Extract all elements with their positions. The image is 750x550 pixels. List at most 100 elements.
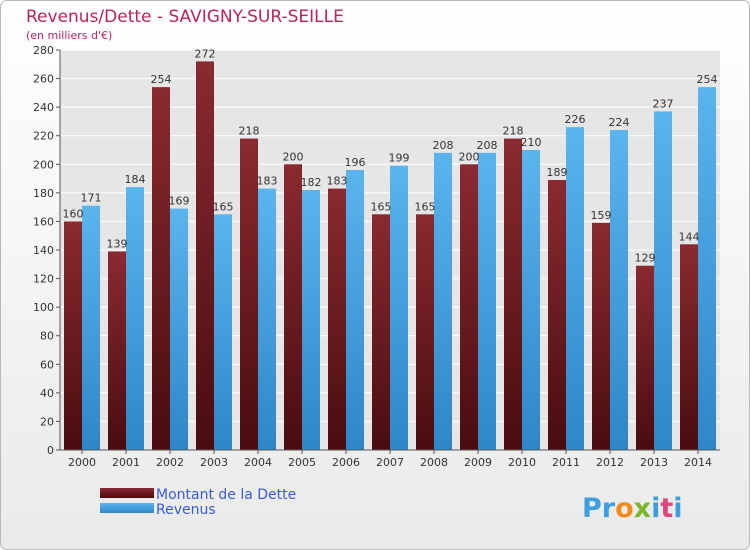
y-tick-label: 160 [33, 215, 54, 228]
x-tick-label: 2007 [376, 456, 404, 469]
proxiti-wordmark: Proxiti [582, 493, 683, 524]
data-label-dette: 165 [415, 200, 436, 213]
y-tick-label: 220 [33, 130, 54, 143]
bar-revenus [302, 190, 320, 450]
legend-swatch-revenus [100, 503, 154, 513]
bar-dette [592, 222, 610, 450]
bar-dette [460, 164, 478, 451]
x-tick-label: 2006 [332, 456, 360, 469]
y-tick-label: 60 [40, 358, 54, 371]
x-tick-label: 2009 [464, 456, 492, 469]
bar-revenus [346, 170, 364, 450]
bar-revenus [522, 150, 540, 450]
data-label-revenus: 199 [389, 152, 410, 165]
data-label-dette: 129 [635, 252, 656, 265]
bar-dette [416, 214, 434, 450]
data-label-dette: 144 [679, 230, 700, 243]
y-tick-label: 80 [40, 330, 54, 343]
bar-revenus [82, 205, 100, 450]
x-axis-ticks: 2000 2001 2002 2003 2004 2005 2006 2007 2008 2009… [68, 450, 712, 469]
data-label-revenus: 224 [609, 116, 630, 129]
legend-swatch-dette [100, 488, 154, 498]
data-label-revenus: 183 [257, 175, 278, 188]
legend-label-revenus: Revenus [156, 502, 216, 518]
bar-dette [284, 164, 302, 451]
y-tick-label: 20 [40, 415, 54, 428]
y-axis-ticks: 0 20 40 60 80 100 120 140 160 180 200 220 240 260 280 [33, 44, 60, 457]
x-tick-label: 2000 [68, 456, 96, 469]
bar-revenus [126, 187, 144, 450]
data-label-revenus: 226 [565, 113, 586, 126]
data-label-dette: 218 [239, 125, 260, 138]
data-label-dette: 159 [591, 209, 612, 222]
data-label-dette: 160 [63, 207, 84, 220]
x-tick-label: 2004 [244, 456, 272, 469]
x-tick-label: 2012 [596, 456, 624, 469]
proxiti-logo: Proxiti [582, 493, 683, 524]
bar-dette [548, 180, 566, 450]
bar-revenus [434, 152, 452, 450]
bar-revenus [566, 127, 584, 451]
data-label-dette: 189 [547, 166, 568, 179]
bar-revenus [170, 208, 188, 450]
data-label-revenus: 237 [653, 97, 674, 110]
data-label-revenus: 196 [345, 156, 366, 169]
bar-dette [240, 138, 258, 451]
data-label-revenus: 182 [301, 176, 322, 189]
bar-dette [64, 221, 82, 450]
x-tick-label: 2014 [684, 456, 712, 469]
data-label-dette: 200 [283, 150, 304, 163]
legend-label-dette: Montant de la Dette [156, 487, 296, 503]
bar-revenus [654, 111, 672, 450]
data-labels-group: 160 171 139 184 254 169 272 165 218 183 200 182 183 1… [63, 47, 718, 264]
legend: Montant de la Dette Revenus [100, 487, 296, 518]
y-tick-label: 240 [33, 101, 54, 114]
bar-dette [196, 61, 214, 451]
data-label-revenus: 165 [213, 200, 234, 213]
y-tick-label: 260 [33, 73, 54, 86]
data-label-dette: 200 [459, 150, 480, 163]
bar-dette [328, 188, 346, 451]
bar-revenus [390, 165, 408, 450]
y-tick-label: 200 [33, 158, 54, 171]
chart-subtitle: (en milliers d'€) [26, 29, 112, 42]
x-tick-label: 2003 [200, 456, 228, 469]
bar-dette [680, 244, 698, 450]
x-tick-label: 2010 [508, 456, 536, 469]
chart-title: Revenus/Dette - SAVIGNY-SUR-SEILLE [26, 7, 344, 27]
data-label-revenus: 184 [125, 173, 146, 186]
y-tick-label: 180 [33, 187, 54, 200]
bars-group [64, 61, 716, 451]
y-tick-label: 140 [33, 244, 54, 257]
bar-revenus [478, 152, 496, 450]
bar-revenus [258, 188, 276, 451]
data-label-dette: 165 [371, 200, 392, 213]
bar-dette [372, 214, 390, 450]
y-tick-label: 0 [47, 444, 54, 457]
data-label-revenus: 169 [169, 195, 190, 208]
x-tick-label: 2013 [640, 456, 668, 469]
bar-revenus [214, 214, 232, 450]
x-tick-label: 2008 [420, 456, 448, 469]
y-tick-label: 280 [33, 44, 54, 57]
data-label-dette: 254 [151, 73, 172, 86]
data-label-revenus: 210 [521, 136, 542, 149]
data-label-dette: 272 [195, 47, 216, 60]
data-label-revenus: 254 [697, 73, 718, 86]
x-tick-label: 2002 [156, 456, 184, 469]
bar-dette [636, 265, 654, 450]
y-tick-label: 40 [40, 387, 54, 400]
y-tick-label: 100 [33, 301, 54, 314]
bar-revenus [698, 87, 716, 451]
data-label-dette: 183 [327, 175, 348, 188]
y-tick-label: 120 [33, 273, 54, 286]
data-label-revenus: 208 [433, 139, 454, 152]
bar-revenus [610, 130, 628, 450]
bar-dette [108, 251, 126, 450]
data-label-revenus: 208 [477, 139, 498, 152]
x-tick-label: 2005 [288, 456, 316, 469]
x-tick-label: 2011 [552, 456, 580, 469]
data-label-dette: 139 [107, 237, 128, 250]
